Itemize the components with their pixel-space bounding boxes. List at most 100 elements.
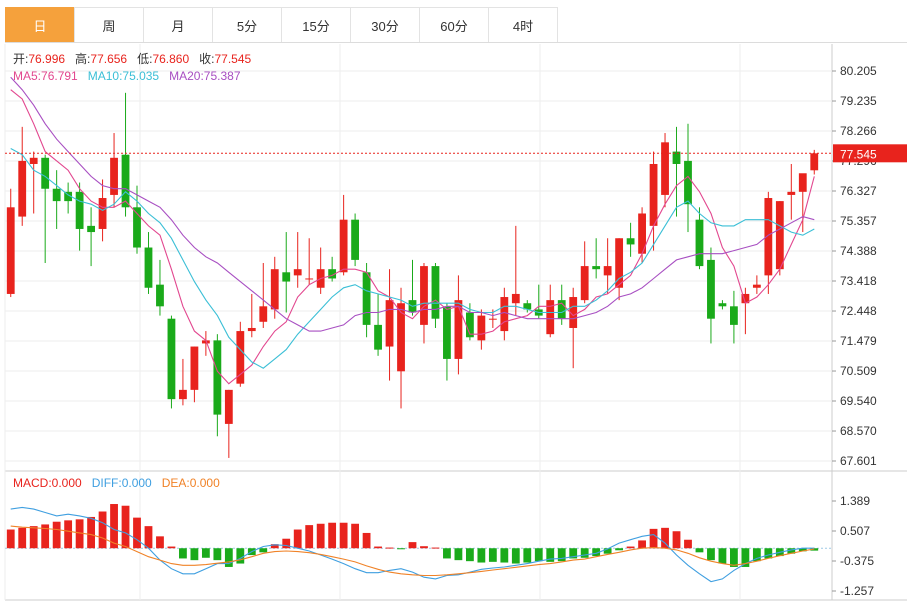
macd-bar xyxy=(190,548,199,561)
tab-3[interactable]: 5分 xyxy=(212,7,282,42)
info-value: 0.000 xyxy=(122,476,152,490)
tab-2[interactable]: 月 xyxy=(143,7,213,42)
macd-bar xyxy=(156,536,164,549)
info-label: MA10: xyxy=(88,69,123,83)
current-price-badge xyxy=(833,144,907,163)
tab-7[interactable]: 4时 xyxy=(488,7,558,42)
candle-body xyxy=(465,312,474,338)
candle-body xyxy=(477,315,486,341)
candle-body xyxy=(569,297,578,328)
candle-body xyxy=(764,198,773,276)
macd-bar xyxy=(362,532,371,549)
chart-axes: 80.20579.23578.26677.29676.32775.35774.3… xyxy=(832,64,907,598)
info-value: 77.656 xyxy=(90,52,127,66)
macd-bar xyxy=(661,527,669,549)
macd-bar xyxy=(420,546,428,549)
macd-bar xyxy=(592,548,601,557)
macd-bar xyxy=(29,526,38,549)
macd-bar xyxy=(798,548,807,552)
info-label: 高: xyxy=(75,51,90,66)
candle-body xyxy=(626,238,635,245)
period-tabs: 日周月 5分 15分 30分 60分 4时 xyxy=(5,7,907,43)
tab-5[interactable]: 30分 xyxy=(350,7,420,42)
candle-body xyxy=(810,153,819,171)
macd-bar xyxy=(730,548,738,567)
candle-body xyxy=(52,188,61,202)
macd-bar xyxy=(167,546,176,549)
macd-bar xyxy=(201,548,210,558)
candle-body xyxy=(247,327,256,332)
info-value: 0.000 xyxy=(190,476,220,490)
info-label: 开: xyxy=(13,52,28,66)
ma-lines-layer xyxy=(5,76,832,385)
macd-bar xyxy=(351,523,360,549)
y-tick-label: 75.357 xyxy=(840,214,877,228)
macd-bar xyxy=(282,538,291,549)
macd-bar xyxy=(270,544,279,549)
candle-body xyxy=(638,213,646,254)
candle-body xyxy=(29,157,38,164)
macd-bar xyxy=(133,517,141,549)
info-row: MA5:76.791 MA10:75.035 MA20:75.387 xyxy=(13,69,241,83)
tab-4[interactable]: 15分 xyxy=(281,7,351,42)
candle-body xyxy=(259,306,268,322)
macd-bar xyxy=(41,524,50,549)
info-label: DIFF: xyxy=(92,476,122,490)
macd-bar xyxy=(465,548,474,562)
macd-bar xyxy=(293,529,302,549)
macd-bar xyxy=(236,548,245,564)
chart-grid xyxy=(4,44,907,601)
candle-body xyxy=(649,163,658,226)
tab-1[interactable]: 周 xyxy=(74,7,144,42)
candle-body xyxy=(672,151,681,164)
y-tick-label: 67.601 xyxy=(840,454,877,468)
candle-body xyxy=(454,300,463,359)
candle-body xyxy=(431,266,440,319)
candle-body xyxy=(798,173,807,192)
candle-body xyxy=(684,160,692,205)
candle-body xyxy=(351,219,360,260)
macd-bar xyxy=(672,531,681,549)
macd-bar xyxy=(408,542,417,549)
info-value: 76.860 xyxy=(152,52,189,66)
candle-body xyxy=(41,157,50,189)
candle-body xyxy=(385,300,394,347)
candle-body xyxy=(328,269,337,279)
candle-body xyxy=(167,318,176,400)
tab-0[interactable]: 日 xyxy=(5,7,75,42)
y-tick-label: 71.479 xyxy=(840,334,877,348)
macd-bar xyxy=(511,548,520,564)
info-value: 77.545 xyxy=(214,52,251,66)
candle-body xyxy=(98,198,107,229)
series-line-dea xyxy=(10,525,815,577)
candle-body xyxy=(695,219,704,267)
macd-y-tick-label: -0.375 xyxy=(840,554,874,568)
info-value: 75.035 xyxy=(122,69,159,83)
y-tick-label: 78.266 xyxy=(840,124,877,138)
macd-bar xyxy=(546,548,555,562)
info-label: DEA: xyxy=(162,476,190,490)
macd-bar xyxy=(638,540,646,549)
candle-body xyxy=(787,191,796,195)
macd-bar xyxy=(741,548,750,567)
candle-body xyxy=(236,331,245,384)
chart-info-bar: 开:76.996 高:77.656 低:76.860 收:77.545 MA5:76.7… xyxy=(13,51,252,490)
candle-body xyxy=(293,269,302,276)
macd-bar xyxy=(397,548,405,550)
macd-bar xyxy=(569,548,578,559)
candlestick-layer xyxy=(6,92,819,458)
macd-bar xyxy=(98,511,107,549)
candle-body xyxy=(179,389,187,400)
y-tick-label: 74.388 xyxy=(840,244,877,258)
macd-bar xyxy=(443,548,451,559)
candle-body xyxy=(18,160,27,217)
macd-bar xyxy=(603,548,612,554)
candle-body xyxy=(500,297,509,332)
y-tick-label: 79.235 xyxy=(840,94,877,108)
y-tick-label: 70.509 xyxy=(840,364,877,378)
series-line-ma5 xyxy=(10,89,815,385)
macd-bar xyxy=(121,505,130,549)
macd-bar xyxy=(684,539,692,549)
info-label: MA5: xyxy=(13,69,41,83)
candle-body xyxy=(580,266,589,301)
